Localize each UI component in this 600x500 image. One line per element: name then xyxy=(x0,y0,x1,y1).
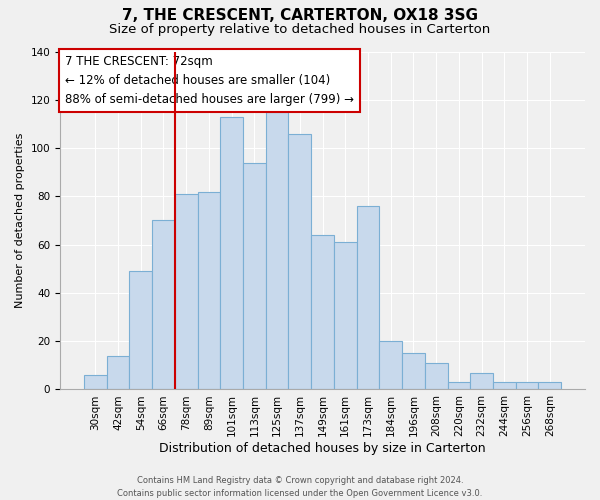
Text: Contains HM Land Registry data © Crown copyright and database right 2024.
Contai: Contains HM Land Registry data © Crown c… xyxy=(118,476,482,498)
Bar xyxy=(334,242,356,390)
Bar xyxy=(266,112,289,390)
Y-axis label: Number of detached properties: Number of detached properties xyxy=(15,133,25,308)
Bar xyxy=(538,382,561,390)
Bar xyxy=(311,235,334,390)
Bar xyxy=(379,341,402,390)
Text: 7 THE CRESCENT: 72sqm
← 12% of detached houses are smaller (104)
88% of semi-det: 7 THE CRESCENT: 72sqm ← 12% of detached … xyxy=(65,55,354,106)
Bar xyxy=(470,372,493,390)
Bar xyxy=(84,375,107,390)
Bar xyxy=(356,206,379,390)
Bar xyxy=(515,382,538,390)
Bar xyxy=(402,353,425,390)
Bar xyxy=(175,194,197,390)
Bar xyxy=(197,192,220,390)
Text: 7, THE CRESCENT, CARTERTON, OX18 3SG: 7, THE CRESCENT, CARTERTON, OX18 3SG xyxy=(122,8,478,22)
Text: Size of property relative to detached houses in Carterton: Size of property relative to detached ho… xyxy=(109,22,491,36)
X-axis label: Distribution of detached houses by size in Carterton: Distribution of detached houses by size … xyxy=(159,442,486,455)
Bar xyxy=(448,382,470,390)
Bar xyxy=(130,271,152,390)
Bar xyxy=(243,162,266,390)
Bar xyxy=(107,356,130,390)
Bar xyxy=(425,363,448,390)
Bar xyxy=(289,134,311,390)
Bar xyxy=(152,220,175,390)
Bar xyxy=(220,116,243,390)
Bar xyxy=(493,382,515,390)
